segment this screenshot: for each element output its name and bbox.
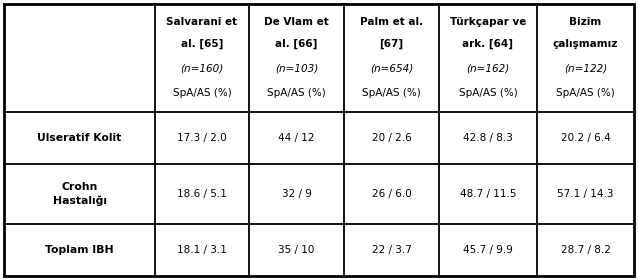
Text: (n=162): (n=162): [466, 64, 510, 74]
Text: 26 / 6.0: 26 / 6.0: [371, 189, 412, 199]
Text: De Vlam et: De Vlam et: [264, 17, 329, 27]
Text: SpA/AS (%): SpA/AS (%): [173, 88, 232, 97]
Text: 42.8 / 8.3: 42.8 / 8.3: [463, 133, 513, 143]
Text: 57.1 / 14.3: 57.1 / 14.3: [557, 189, 614, 199]
Text: 22 / 3.7: 22 / 3.7: [371, 245, 412, 255]
Text: 28.7 / 8.2: 28.7 / 8.2: [561, 245, 611, 255]
Text: 17.3 / 2.0: 17.3 / 2.0: [177, 133, 227, 143]
Text: Toplam IBH: Toplam IBH: [45, 245, 114, 255]
Text: ark. [64]: ark. [64]: [463, 39, 514, 49]
Text: 35 / 10: 35 / 10: [278, 245, 315, 255]
Text: çalışmamız: çalışmamız: [553, 39, 618, 49]
Text: Türkçapar ve: Türkçapar ve: [450, 17, 526, 27]
Text: (n=160): (n=160): [181, 64, 224, 74]
Text: [67]: [67]: [380, 39, 404, 49]
Text: 45.7 / 9.9: 45.7 / 9.9: [463, 245, 513, 255]
Text: SpA/AS (%): SpA/AS (%): [459, 88, 517, 97]
Text: 18.6 / 5.1: 18.6 / 5.1: [177, 189, 227, 199]
Text: al. [66]: al. [66]: [276, 39, 318, 49]
Text: Palm et al.: Palm et al.: [360, 17, 423, 27]
Text: Bizim: Bizim: [569, 17, 602, 27]
Text: 32 / 9: 32 / 9: [281, 189, 311, 199]
Text: 20.2 / 6.4: 20.2 / 6.4: [561, 133, 611, 143]
Text: Salvarani et: Salvarani et: [167, 17, 237, 27]
Text: Crohn: Crohn: [61, 183, 98, 193]
Text: SpA/AS (%): SpA/AS (%): [267, 88, 326, 97]
Text: SpA/AS (%): SpA/AS (%): [556, 88, 615, 97]
Text: (n=103): (n=103): [275, 64, 318, 74]
Text: SpA/AS (%): SpA/AS (%): [362, 88, 421, 97]
Text: 48.7 / 11.5: 48.7 / 11.5: [460, 189, 516, 199]
Text: (n=654): (n=654): [370, 64, 413, 74]
Text: al. [65]: al. [65]: [181, 39, 223, 49]
Text: 44 / 12: 44 / 12: [278, 133, 315, 143]
Text: (n=122): (n=122): [564, 64, 607, 74]
Text: Hastalığı: Hastalığı: [52, 195, 107, 206]
Text: Ulseratif Kolit: Ulseratif Kolit: [38, 133, 122, 143]
Text: 18.1 / 3.1: 18.1 / 3.1: [177, 245, 227, 255]
Text: 20 / 2.6: 20 / 2.6: [371, 133, 412, 143]
